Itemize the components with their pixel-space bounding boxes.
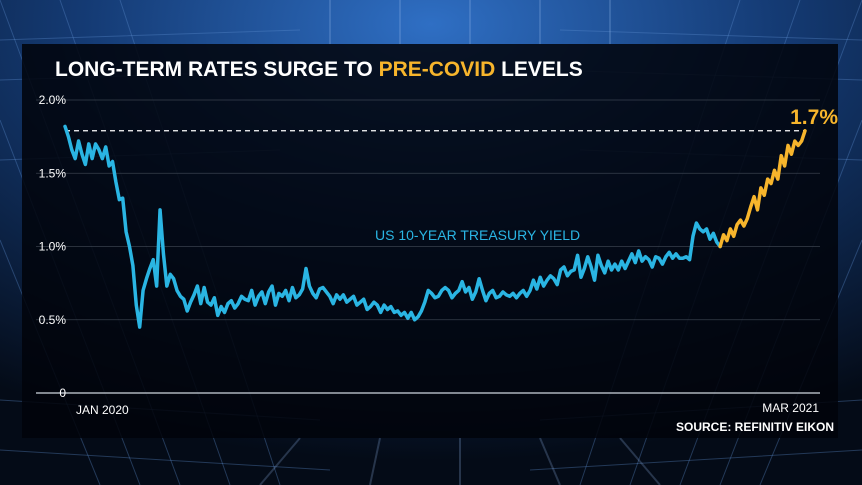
y-tick-label: 2.0%: [39, 93, 67, 107]
source-note: SOURCE: REFINITIV EIKON: [676, 420, 835, 434]
series-label: US 10-YEAR TREASURY YIELD: [375, 227, 580, 243]
series-line-main: [63, 124, 722, 329]
y-axis-ticks: 0 0.5% 1.0% 1.5% 2.0%: [39, 93, 67, 400]
y-tick-label: 1.5%: [39, 166, 67, 180]
series-line-recent: [718, 129, 807, 249]
title-suffix: LEVELS: [495, 58, 583, 81]
y-tick-label: 0: [59, 386, 66, 400]
x-label-start: JAN 2020: [76, 403, 129, 417]
x-label-end: MAR 2021: [762, 401, 819, 415]
title-prefix: LONG-TERM RATES SURGE TO: [55, 58, 379, 81]
y-tick-label: 0.5%: [39, 313, 67, 327]
title-highlight: PRE-COVID: [378, 58, 496, 81]
y-tick-label: 1.0%: [39, 240, 67, 254]
end-annotation: 1.7%: [790, 106, 838, 129]
grid-lines: [36, 99, 820, 394]
chart-title: LONG-TERM RATES SURGE TO PRE-COVID LEVEL…: [55, 58, 583, 82]
